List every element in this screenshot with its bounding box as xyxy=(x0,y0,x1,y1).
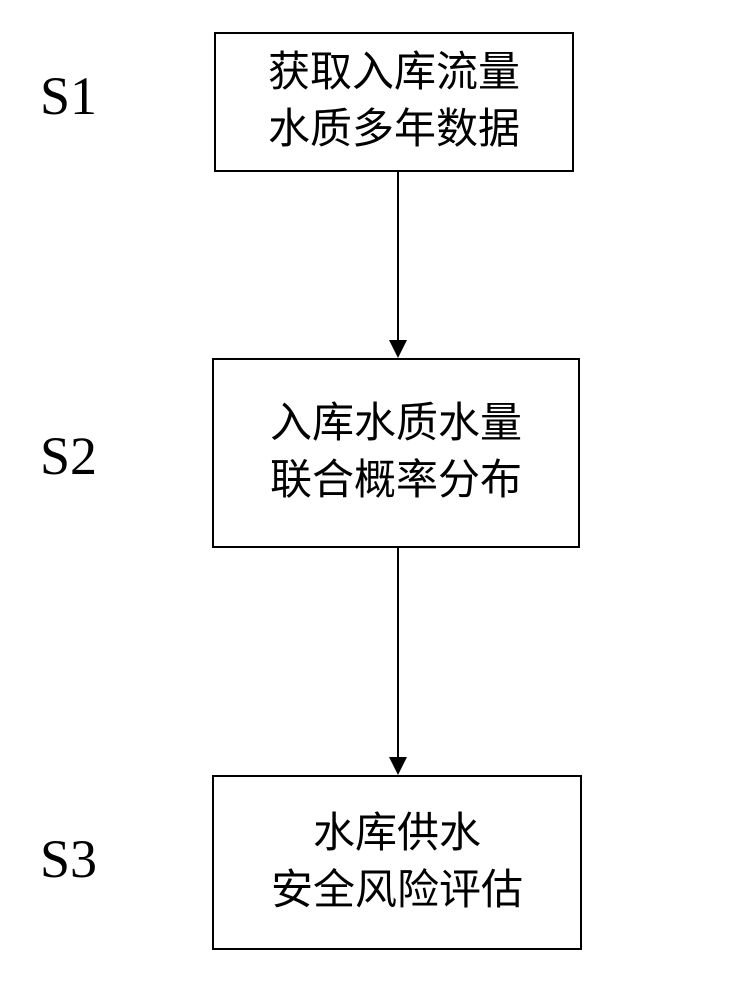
arrow-line xyxy=(397,548,399,757)
step-label-s2: S2 xyxy=(40,425,97,487)
box-line: 联合概率分布 xyxy=(270,453,522,510)
box-line: 水库供水 xyxy=(313,806,481,863)
flowchart-canvas: S1 获取入库流量 水质多年数据 S2 入库水质水量 联合概率分布 S3 水库供… xyxy=(0,0,754,1000)
box-line: 入库水质水量 xyxy=(270,396,522,453)
step-box-s2: 入库水质水量 联合概率分布 xyxy=(212,358,580,548)
step-label-s3: S3 xyxy=(40,828,97,890)
box-line: 水质多年数据 xyxy=(268,102,520,159)
step-box-s1: 获取入库流量 水质多年数据 xyxy=(214,32,574,172)
arrow-head-icon xyxy=(389,340,407,358)
box-line: 安全风险评估 xyxy=(271,863,523,920)
box-line: 获取入库流量 xyxy=(268,45,520,102)
arrow-head-icon xyxy=(389,757,407,775)
arrow-s2-s3 xyxy=(397,548,399,775)
step-box-s3: 水库供水 安全风险评估 xyxy=(212,775,582,950)
arrow-s1-s2 xyxy=(397,172,399,358)
step-label-s1: S1 xyxy=(40,65,97,127)
arrow-line xyxy=(397,172,399,340)
